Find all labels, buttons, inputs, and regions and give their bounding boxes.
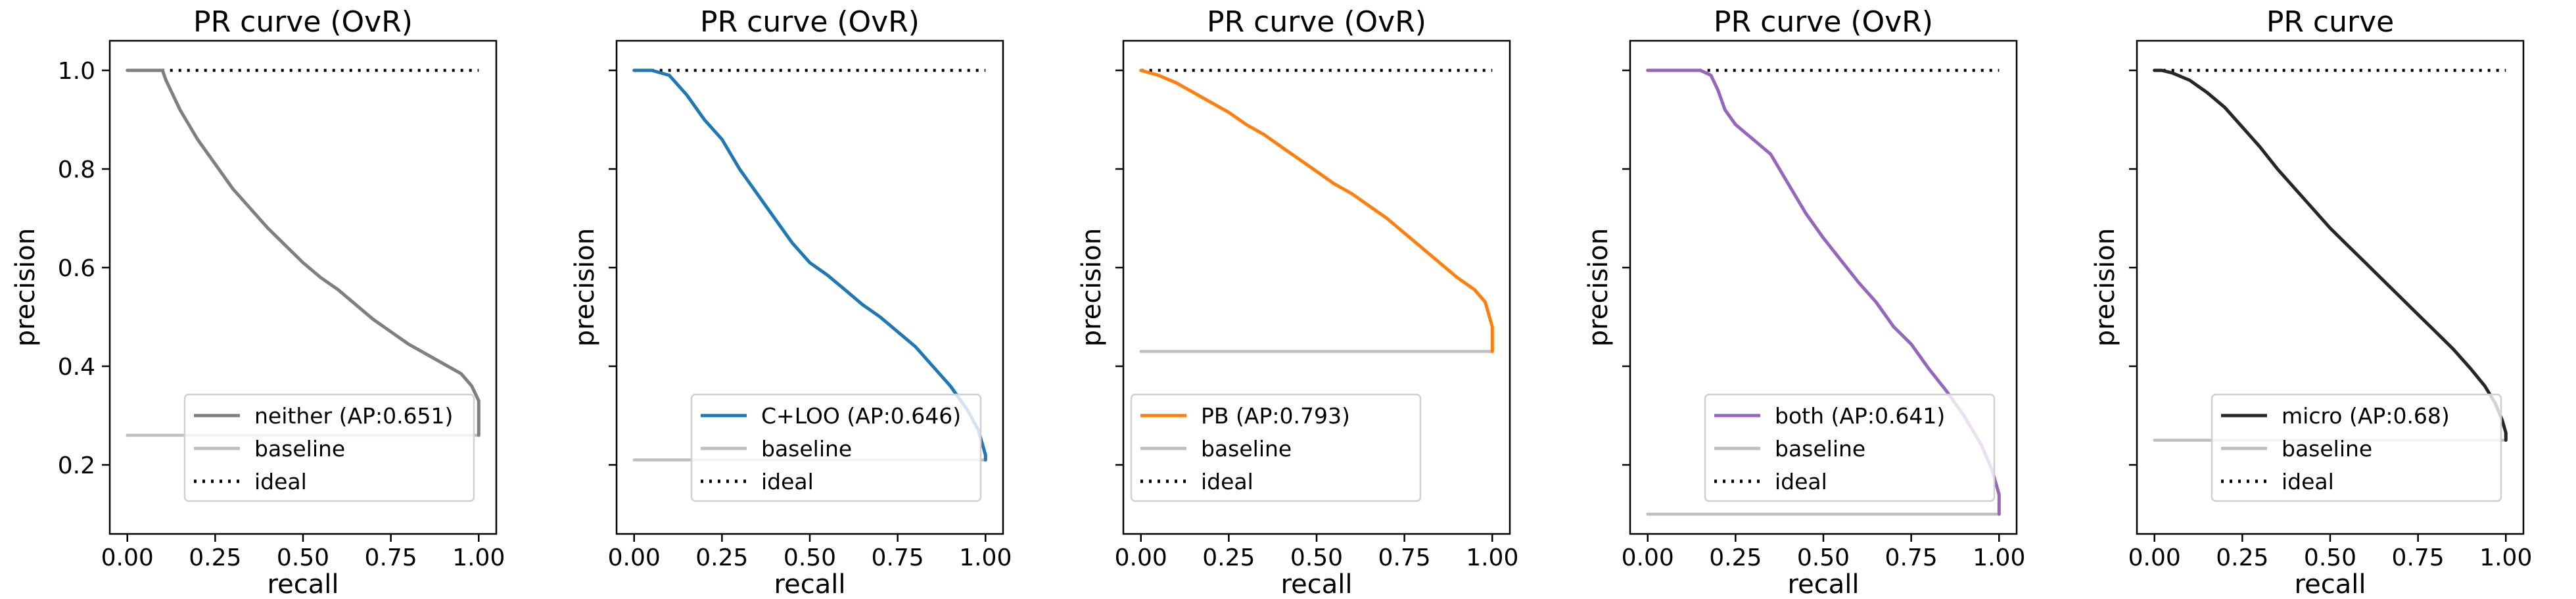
- legend-entry: both (AP:0.641): [1775, 403, 1945, 429]
- y-tick-label: 1.0: [58, 58, 95, 85]
- x-tick-label: 0.25: [2216, 544, 2268, 571]
- x-tick-label: 1.00: [959, 544, 1012, 571]
- y-axis-label: precision: [1077, 228, 1107, 347]
- legend-box: [690, 393, 982, 502]
- chart-title: PR curve: [2266, 5, 2394, 39]
- legend-entry: baseline: [254, 436, 345, 462]
- y-axis-label: precision: [11, 228, 41, 347]
- legend-entry: ideal: [254, 469, 307, 494]
- x-axis-label: recall: [1788, 569, 1860, 599]
- legend-box: [1704, 393, 1996, 502]
- legend: micro (AP:0.68) baseline ideal: [2211, 393, 2502, 502]
- legend-entry: micro (AP:0.68): [2282, 403, 2450, 429]
- x-tick-label: 0.00: [1115, 544, 1167, 571]
- legend-entry: baseline: [1201, 436, 1292, 462]
- legend-entry: baseline: [761, 436, 852, 462]
- x-tick-label: 0.75: [872, 544, 924, 571]
- chart-panel-3: PR curve (OvR) 0.00 0.25 0.50 0.75 1.00 recall…: [1077, 5, 1518, 599]
- x-tick-label: 0.00: [2128, 544, 2181, 571]
- legend-entry: ideal: [761, 469, 814, 494]
- x-tick-label: 0.50: [2304, 544, 2356, 571]
- x-tick-label: 0.00: [608, 544, 661, 571]
- x-tick-label: 0.00: [1622, 544, 1674, 571]
- x-tick-label: 0.50: [784, 544, 836, 571]
- legend-entry: ideal: [1201, 469, 1253, 494]
- x-tick-label: 0.25: [189, 544, 241, 571]
- y-axis-label: precision: [1583, 228, 1614, 347]
- x-tick-label: 0.25: [1202, 544, 1255, 571]
- chart-title: PR curve (OvR): [193, 5, 413, 39]
- legend-entry: ideal: [2282, 469, 2334, 494]
- x-axis-label: recall: [774, 569, 846, 599]
- legend-box: [1130, 393, 1422, 502]
- x-tick-label: 1.00: [1973, 544, 2025, 571]
- legend-entry: ideal: [1775, 469, 1827, 494]
- chart-panel-1: PR curve (OvR) 0.00 0.25 0.50 0.75 1.00 0.2 0.4…: [11, 5, 505, 599]
- x-axis-label: recall: [2295, 569, 2366, 599]
- x-tick-label: 1.00: [452, 544, 505, 571]
- y-tick-label: 0.8: [58, 156, 95, 183]
- x-axis-label: recall: [1281, 569, 1353, 599]
- legend-box: [183, 393, 475, 502]
- legend: C+LOO (AP:0.646) baseline ideal: [690, 393, 982, 502]
- x-tick-label: 0.50: [1797, 544, 1850, 571]
- y-tick-label: 0.2: [58, 452, 95, 479]
- x-axis-label: recall: [268, 569, 339, 599]
- chart-panel-5: PR curve 0.00 0.25 0.50 0.75 1.00 recall precis…: [2090, 5, 2532, 599]
- x-tick-label: 0.75: [365, 544, 417, 571]
- y-tick-label: 0.4: [58, 354, 95, 381]
- y-axis-label: precision: [570, 228, 600, 347]
- y-tick-label: 0.6: [58, 255, 95, 282]
- legend: neither (AP:0.651) baseline ideal: [183, 393, 475, 502]
- chart-panel-4: PR curve (OvR) 0.00 0.25 0.50 0.75 1.00 recall…: [1583, 5, 2025, 599]
- x-tick-label: 0.25: [695, 544, 748, 571]
- x-tick-label: 0.25: [1709, 544, 1762, 571]
- y-axis-label: precision: [2090, 228, 2120, 347]
- chart-title: PR curve (OvR): [1207, 5, 1426, 39]
- legend-entry: PB (AP:0.793): [1201, 403, 1350, 429]
- x-tick-label: 0.50: [277, 544, 329, 571]
- x-tick-label: 1.00: [1466, 544, 1518, 571]
- legend-entry: neither (AP:0.651): [254, 403, 453, 429]
- x-tick-label: 0.75: [1885, 544, 1938, 571]
- x-tick-label: 1.00: [2479, 544, 2532, 571]
- x-tick-label: 0.75: [2392, 544, 2445, 571]
- legend-box: [2211, 393, 2502, 502]
- legend-entry: C+LOO (AP:0.646): [761, 403, 961, 429]
- pr-curve-line: [1139, 68, 1494, 353]
- chart-title: PR curve (OvR): [700, 5, 920, 39]
- x-tick-label: 0.50: [1290, 544, 1343, 571]
- x-tick-label: 0.75: [1378, 544, 1431, 571]
- chart-panel-2: PR curve (OvR) 0.00 0.25 0.50 0.75 1.00 recall…: [570, 5, 1012, 599]
- legend-entry: baseline: [2282, 436, 2372, 462]
- legend-entry: baseline: [1775, 436, 1865, 462]
- chart-title: PR curve (OvR): [1714, 5, 1933, 39]
- pr-curve-line: [126, 68, 480, 437]
- legend: both (AP:0.641) baseline ideal: [1704, 393, 1996, 502]
- pr-curve-line: [2153, 68, 2508, 442]
- x-tick-label: 0.00: [101, 544, 154, 571]
- legend: PB (AP:0.793) baseline ideal: [1130, 393, 1422, 502]
